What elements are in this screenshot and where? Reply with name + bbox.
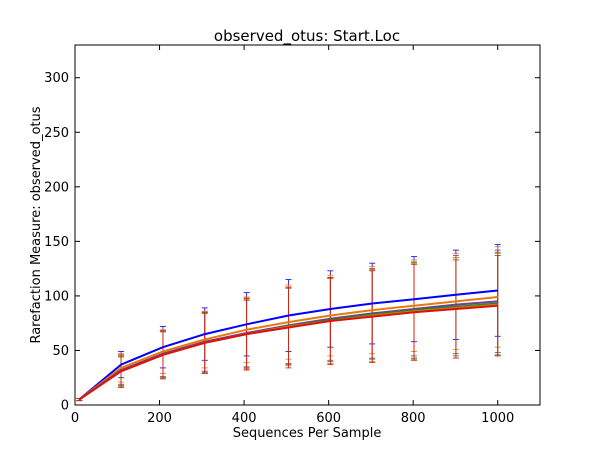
x-axis-label: Sequences Per Sample xyxy=(233,426,382,441)
x-tick-label: 1000 xyxy=(481,411,514,426)
y-tick-label: 200 xyxy=(44,180,69,195)
series-line xyxy=(78,296,498,401)
y-tick-label: 250 xyxy=(44,126,69,141)
y-tick-label: 150 xyxy=(44,235,69,250)
plot-frame xyxy=(74,44,541,406)
y-tick-label: 100 xyxy=(44,289,69,304)
plot-background xyxy=(75,45,540,405)
y-tick-label: 50 xyxy=(52,344,69,359)
x-tick-label: 200 xyxy=(147,411,172,426)
y-tick-label: 300 xyxy=(44,71,69,86)
series-line xyxy=(78,300,498,401)
series-line xyxy=(78,289,498,401)
x-tick-label: 600 xyxy=(316,411,341,426)
x-tick-label: 800 xyxy=(401,411,426,426)
plot-area: 0 200 400 600 800 1000 0 50 100 150 200 250 300 xyxy=(44,44,541,426)
y-tick-label: 0 xyxy=(61,399,69,414)
y-axis-label: Rarefaction Measure: observed_otus xyxy=(29,106,44,343)
chart-title: observed_otus: Start.Loc xyxy=(214,27,400,46)
series-line xyxy=(78,304,498,401)
x-tick-label: 400 xyxy=(232,411,257,426)
x-tick-label: 0 xyxy=(71,411,79,426)
